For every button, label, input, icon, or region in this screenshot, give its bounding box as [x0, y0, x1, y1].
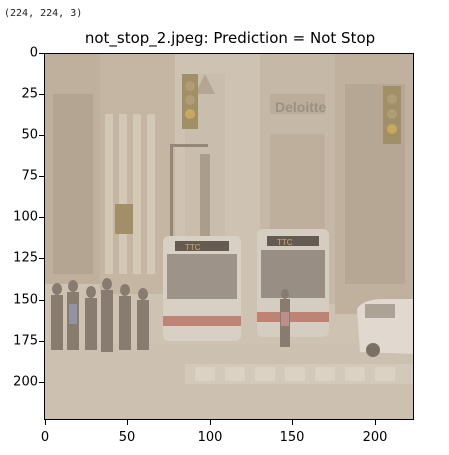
xtick-mark — [45, 420, 46, 425]
xtick-mark — [375, 420, 376, 425]
xtick-label: 150 — [279, 430, 305, 445]
cell-output-shape: (224, 224, 3) — [4, 8, 83, 19]
ytick-mark — [39, 341, 44, 342]
image-axes: Deloitte TTC TTC — [44, 53, 414, 420]
ytick-mark — [39, 53, 44, 54]
bus-left-sign: TTC — [185, 243, 201, 252]
ytick-mark — [39, 258, 44, 259]
xtick-label: 100 — [197, 430, 223, 445]
figure-title: not_stop_2.jpeg: Prediction = Not Stop — [84, 29, 376, 47]
ytick-label: 125 — [13, 250, 38, 266]
ytick-label: 200 — [13, 374, 38, 390]
ytick-mark — [39, 94, 44, 95]
ytick-mark — [39, 382, 44, 383]
ytick-label: 100 — [13, 209, 38, 225]
ytick-label: 75 — [21, 168, 38, 184]
ytick-label: 50 — [21, 127, 38, 143]
ytick-mark — [39, 135, 44, 136]
ytick-label: 0 — [29, 45, 38, 61]
xtick-label: 0 — [40, 430, 50, 445]
xtick-label: 50 — [118, 430, 136, 445]
ytick-mark — [39, 176, 44, 177]
ytick-label: 150 — [13, 292, 38, 308]
deloitte-sign-text: Deloitte — [275, 99, 327, 115]
ytick-mark — [39, 300, 44, 301]
ytick-label: 175 — [13, 333, 38, 349]
xtick-mark — [292, 420, 293, 425]
street-scene-image: Deloitte TTC TTC — [45, 54, 413, 419]
ytick-label: 25 — [21, 86, 38, 102]
xtick-mark — [127, 420, 128, 425]
xtick-label: 200 — [362, 430, 388, 445]
ytick-mark — [39, 217, 44, 218]
bus-right-sign: TTC — [277, 238, 293, 247]
xtick-mark — [210, 420, 211, 425]
